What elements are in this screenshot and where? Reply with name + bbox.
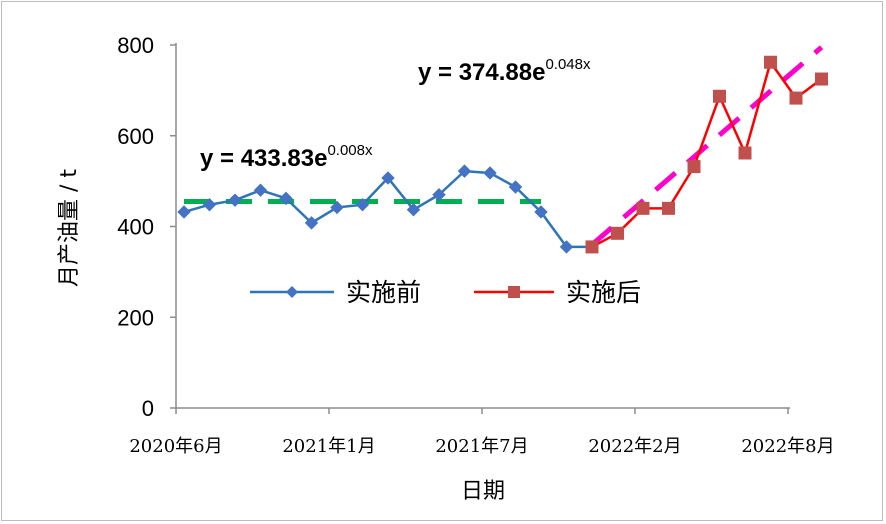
equation-exponent: 0.048x [545, 56, 591, 73]
data-point-square [815, 72, 828, 86]
x-tick-label: 2021年7月 [435, 436, 528, 457]
data-point-square [764, 55, 777, 69]
data-point-diamond [508, 180, 523, 194]
data-point-square [713, 89, 726, 103]
data-point-diamond [381, 171, 395, 185]
data-point-diamond [406, 203, 421, 217]
y-tick-label: 400 [117, 215, 154, 240]
chart-labels: y = 433.83e0.008x y = 374.88e0.048x [200, 56, 591, 172]
y-tick-label: 200 [117, 305, 154, 330]
trendline-equation-1: y = 433.83e0.008x [200, 142, 373, 172]
legend-label-2: 实施后 [566, 278, 641, 307]
data-point-diamond [432, 188, 446, 202]
data-point-square [611, 226, 624, 240]
data-point-diamond [304, 216, 319, 230]
series-line-2 [591, 60, 823, 249]
data-point-diamond [202, 198, 217, 212]
legend-marker-diamond [286, 286, 298, 298]
y-tick-label: 600 [117, 124, 154, 149]
data-point-diamond [330, 200, 344, 215]
data-point-diamond [177, 205, 191, 219]
x-tick-label: 2022年8月 [741, 436, 834, 457]
data-point-diamond [253, 183, 268, 197]
y-axis-title: 月产油量 / t [57, 169, 82, 287]
data-point-diamond [534, 205, 548, 219]
series-markers [177, 55, 828, 254]
legend-label-1: 实施前 [346, 278, 421, 307]
y-tick-label: 800 [117, 33, 154, 58]
equation-main: y = 433.83e [200, 145, 327, 172]
data-point-diamond [457, 164, 472, 178]
data-point-diamond [483, 166, 497, 180]
equation-exponent: 0.008x [327, 142, 373, 159]
data-point-square [662, 201, 675, 215]
legend-marker-square [508, 286, 520, 298]
data-point-square [585, 240, 599, 254]
x-tick-label: 2020年6月 [129, 436, 222, 457]
data-point-square [636, 201, 650, 215]
trendline-2 [590, 45, 824, 247]
data-point-square [789, 91, 803, 105]
equation-main: y = 374.88e [418, 59, 545, 86]
data-point-diamond [228, 193, 242, 207]
x-axis-title: 日期 [461, 479, 505, 504]
y-tick-label: 0 [142, 396, 154, 421]
x-tick-label: 2022年2月 [588, 436, 681, 457]
data-point-diamond [279, 191, 293, 206]
data-point-square [687, 160, 701, 174]
x-tick-label: 2021年1月 [282, 436, 375, 457]
chart-axes: 0 200 400 600 800 2020年6月 2021年1月 2021年7月 2022年2… [57, 33, 835, 504]
data-point-diamond [355, 198, 370, 212]
legend: 实施前 实施后 [250, 278, 641, 307]
trendline-equation-2: y = 374.88e0.048x [418, 56, 591, 86]
data-point-diamond [559, 240, 574, 254]
data-point-square [738, 146, 752, 160]
